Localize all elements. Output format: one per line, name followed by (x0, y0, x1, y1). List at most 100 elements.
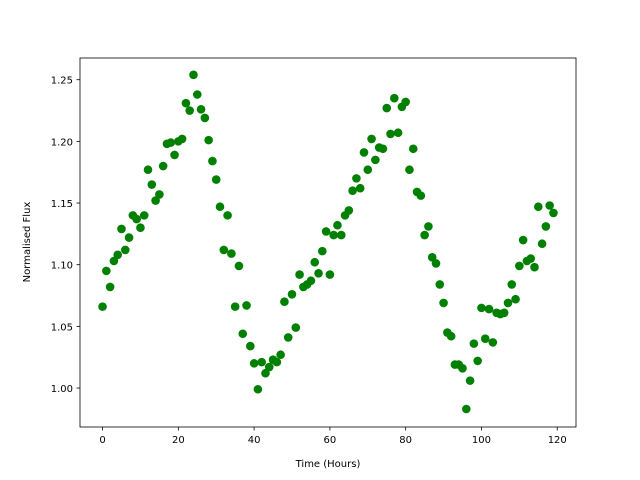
point (246, 341, 255, 351)
point (276, 350, 285, 360)
point (435, 280, 445, 289)
point (132, 214, 141, 224)
point (499, 308, 509, 318)
point (158, 161, 168, 171)
x-tick-label: 80 (399, 435, 412, 446)
point (105, 282, 115, 292)
point (280, 297, 289, 306)
point (136, 223, 145, 233)
point (530, 262, 539, 272)
point (181, 98, 191, 108)
point (139, 211, 149, 220)
point (401, 97, 410, 107)
plot-frame (79, 57, 577, 428)
point (143, 165, 153, 175)
point (261, 368, 270, 378)
point (507, 280, 517, 289)
x-tick-label: 120 (548, 435, 567, 446)
point (189, 70, 198, 80)
point (185, 106, 194, 115)
point (151, 196, 160, 205)
point (318, 246, 327, 256)
point (291, 323, 301, 332)
y-axis-label: Normalised Flux (22, 202, 33, 283)
point (155, 190, 164, 199)
point (257, 357, 266, 367)
point (113, 250, 123, 260)
point (416, 191, 426, 200)
point (469, 339, 479, 348)
point (230, 302, 240, 311)
point (196, 105, 206, 114)
x-tick-label: 0 (99, 435, 105, 446)
y-tick-label: 1.25 (51, 76, 73, 87)
point (124, 233, 134, 242)
point (283, 333, 293, 342)
point (480, 334, 490, 343)
point (390, 93, 399, 103)
point (393, 128, 403, 138)
y-tick-label: 1.05 (51, 322, 73, 333)
point (371, 155, 380, 165)
point (306, 276, 316, 286)
point (465, 376, 475, 385)
point (219, 245, 229, 255)
point (526, 254, 536, 263)
point (117, 224, 126, 234)
point (321, 227, 331, 236)
point (541, 222, 551, 231)
point (234, 261, 244, 271)
point (109, 256, 119, 266)
point (102, 266, 111, 276)
point (424, 222, 433, 231)
point (352, 174, 361, 183)
point (367, 134, 376, 144)
point (549, 208, 558, 218)
point (484, 304, 494, 314)
point (518, 235, 528, 245)
point (458, 363, 467, 373)
point (253, 384, 263, 394)
point (325, 270, 335, 279)
point (511, 294, 520, 304)
point (488, 338, 498, 347)
point (405, 165, 414, 175)
point (446, 331, 456, 341)
y-tick-label: 1.20 (51, 137, 73, 148)
point (264, 362, 274, 372)
point (242, 301, 251, 310)
point (177, 134, 187, 144)
point (382, 103, 392, 113)
point (204, 135, 213, 145)
point (147, 180, 157, 189)
point (359, 148, 369, 157)
point (227, 249, 236, 258)
point (314, 269, 323, 278)
x-tick-label: 20 (172, 435, 185, 446)
point (249, 359, 259, 368)
point (333, 220, 342, 230)
point (272, 357, 282, 367)
x-tick-label: 60 (324, 435, 337, 446)
point (192, 90, 202, 99)
point (215, 202, 225, 212)
y-tick-label: 1.10 (51, 261, 73, 272)
point (378, 144, 388, 154)
point (427, 252, 437, 262)
point (295, 270, 304, 279)
x-tick-label: 100 (472, 435, 491, 446)
point (208, 156, 217, 166)
point (420, 230, 429, 240)
point (355, 183, 365, 193)
point (477, 303, 486, 313)
point (329, 230, 338, 240)
point (287, 289, 297, 299)
point (336, 230, 346, 240)
point (462, 404, 471, 414)
point (166, 138, 176, 147)
point (439, 298, 448, 308)
point (98, 302, 107, 311)
point (344, 206, 354, 215)
x-tick-label: 40 (248, 435, 261, 446)
